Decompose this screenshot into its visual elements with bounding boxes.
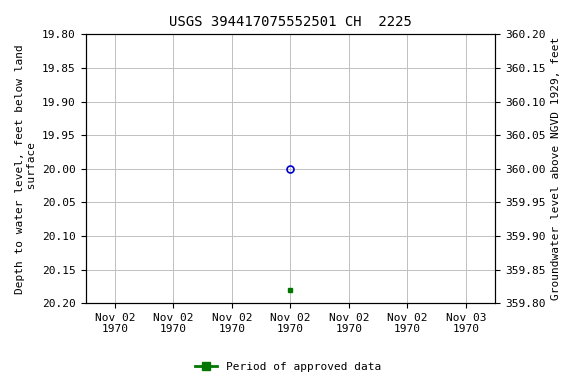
Y-axis label: Depth to water level, feet below land
 surface: Depth to water level, feet below land su… (15, 44, 37, 294)
Title: USGS 394417075552501 CH  2225: USGS 394417075552501 CH 2225 (169, 15, 412, 29)
Legend: Period of approved data: Period of approved data (191, 358, 385, 377)
Y-axis label: Groundwater level above NGVD 1929, feet: Groundwater level above NGVD 1929, feet (551, 37, 561, 300)
